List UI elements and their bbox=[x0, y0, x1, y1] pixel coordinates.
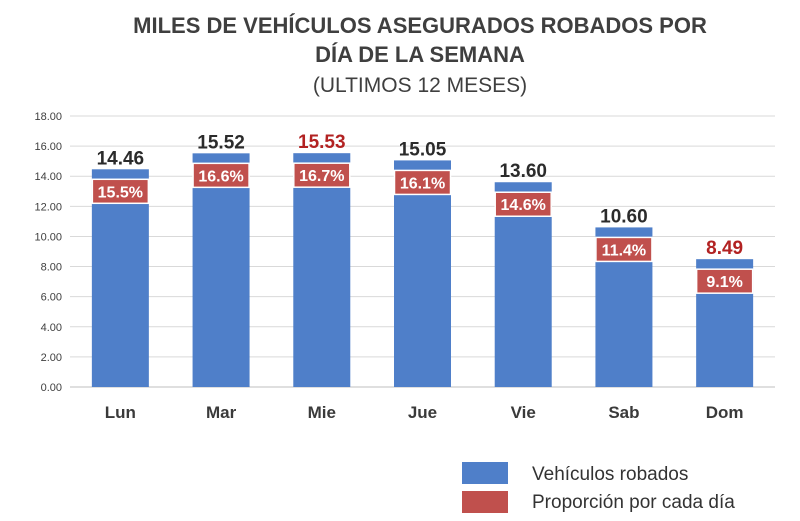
bar bbox=[192, 153, 250, 387]
chart-title-line2: DÍA DE LA SEMANA bbox=[315, 42, 525, 67]
x-category-label: Vie bbox=[511, 403, 536, 422]
value-label: 14.46 bbox=[97, 148, 145, 169]
proportion-label: 16.6% bbox=[198, 168, 243, 185]
y-tick-label: 16.00 bbox=[34, 141, 62, 153]
proportion-label: 14.6% bbox=[501, 197, 546, 214]
x-axis-labels: Lun Mar Mie Jue Vie Sab Dom bbox=[105, 403, 744, 422]
x-category-label: Jue bbox=[408, 403, 437, 422]
proportion-badge bbox=[595, 236, 653, 263]
bar bbox=[293, 153, 351, 387]
proportion-label: 11.4% bbox=[602, 242, 646, 259]
y-tick-label: 8.00 bbox=[41, 262, 62, 274]
y-tick-label: 2.00 bbox=[41, 352, 62, 364]
proportion-badge bbox=[695, 268, 754, 294]
value-label: 10.60 bbox=[600, 206, 648, 227]
y-tick-label: 4.00 bbox=[41, 322, 62, 334]
legend-swatch-vehiculos bbox=[462, 462, 508, 484]
proportion-badge bbox=[192, 162, 250, 189]
proportion-label: 9.1% bbox=[706, 274, 742, 291]
bar bbox=[394, 160, 451, 387]
x-category-label: Sab bbox=[608, 403, 639, 422]
value-label: 13.60 bbox=[499, 161, 547, 182]
value-label: 15.53 bbox=[298, 132, 346, 153]
x-category-label: Mar bbox=[206, 403, 237, 422]
value-label: 8.49 bbox=[706, 238, 743, 259]
value-label: 15.52 bbox=[197, 132, 245, 153]
y-tick-label: 12.00 bbox=[34, 201, 62, 213]
chart-title-line1: MILES DE VEHÍCULOS ASEGURADOS ROBADOS PO… bbox=[133, 13, 707, 38]
bar bbox=[91, 169, 149, 387]
x-category-label: Dom bbox=[706, 403, 744, 422]
y-tick-label: 10.00 bbox=[34, 231, 62, 243]
y-axis-ticks: 0.00 2.00 4.00 6.00 8.00 10.00 12.00 14.00 16.00… bbox=[34, 111, 62, 394]
x-category-label: Mie bbox=[308, 403, 336, 422]
y-tick-label: 18.00 bbox=[34, 111, 62, 123]
legend-label-vehiculos: Vehículos robados bbox=[532, 464, 688, 485]
value-label: 15.05 bbox=[399, 139, 447, 160]
legend-swatch-proporcion bbox=[462, 491, 508, 513]
proportion-badge bbox=[293, 162, 351, 188]
bars bbox=[91, 153, 754, 387]
x-category-label: Lun bbox=[105, 403, 136, 422]
data-labels: 14.46 15.5% 15.52 16.6% 15.53 16.7% 15.05 16.1%… bbox=[91, 132, 754, 294]
proportion-badge bbox=[91, 178, 150, 205]
y-tick-label: 6.00 bbox=[41, 292, 62, 304]
proportion-badge bbox=[393, 169, 452, 196]
chart-subtitle: (ULTIMOS 12 MESES) bbox=[313, 74, 527, 97]
proportion-label: 16.7% bbox=[299, 168, 344, 185]
proportion-badge bbox=[494, 191, 552, 217]
legend: Vehículos robados Proporción por cada dí… bbox=[462, 462, 735, 513]
proportion-label: 15.5% bbox=[98, 184, 143, 201]
y-tick-label: 14.00 bbox=[34, 171, 62, 183]
y-tick-label: 0.00 bbox=[41, 382, 62, 394]
proportion-label: 16.1% bbox=[400, 175, 445, 192]
legend-label-proporcion: Proporción por cada día bbox=[532, 492, 735, 513]
